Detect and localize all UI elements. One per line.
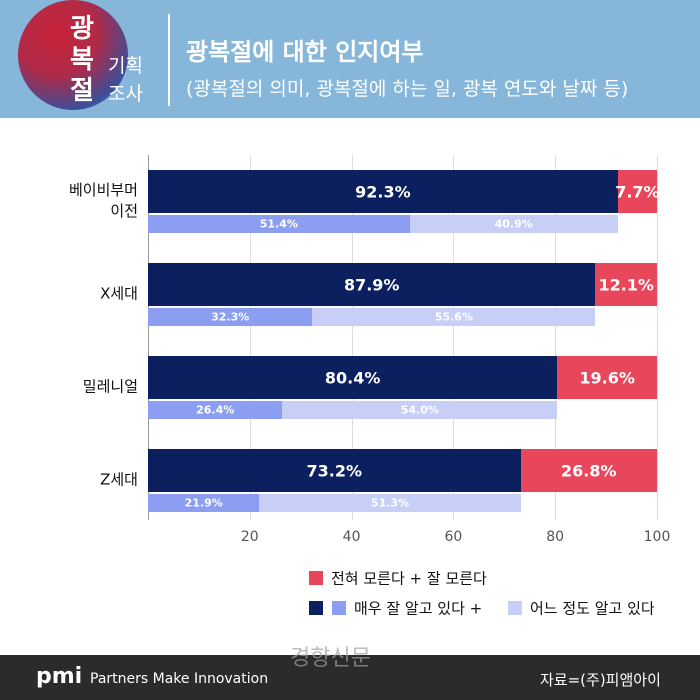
value-label: 51.3% xyxy=(370,496,410,510)
value-label: 12.1% xyxy=(598,275,654,294)
legend-label: 전혀 모른다 + 잘 모른다 xyxy=(331,569,487,588)
legend-label: 매우 잘 알고 있다 + xyxy=(354,599,483,618)
tagline: Partners Make Innovation xyxy=(90,671,269,687)
chart-subtitle: (광복절의 의미, 광복절에 하는 일, 광복 연도와 날짜 등) xyxy=(186,78,629,100)
x-tick-label: 80 xyxy=(546,529,565,545)
legend-swatch xyxy=(309,571,323,585)
y-tick-label: 베이비부머 이전 xyxy=(68,181,138,220)
source: 자료=(주)피앰아이 xyxy=(540,671,661,689)
y-tick-label: X세대 xyxy=(100,284,138,303)
y-tick-label: 밀레니얼 xyxy=(82,377,138,396)
bar-segment xyxy=(617,170,657,213)
bar-segment xyxy=(148,263,596,306)
value-label: 54.0% xyxy=(400,403,439,417)
bar-segment xyxy=(148,356,558,399)
value-label: 32.3% xyxy=(211,310,250,324)
grid-line xyxy=(249,155,251,520)
x-tick-label: 20 xyxy=(240,529,259,545)
bar-segment xyxy=(148,215,410,233)
chart-title: 광복절에 대한 인지여부 xyxy=(186,38,424,66)
bar-segment xyxy=(148,401,283,419)
value-label: 7.7% xyxy=(615,182,660,201)
logo: pmi xyxy=(36,664,83,689)
value-label: 21.9% xyxy=(184,496,223,510)
bar-segment xyxy=(148,308,313,326)
grid-line xyxy=(657,155,658,520)
kicker: 기획 조사 xyxy=(108,52,143,108)
x-tick-label: 60 xyxy=(444,529,463,545)
value-label: 51.4% xyxy=(259,217,298,231)
bar-segment xyxy=(520,449,657,492)
bar-segment xyxy=(148,494,260,512)
x-tick-label: 40 xyxy=(342,529,361,545)
value-label: 19.6% xyxy=(579,368,635,387)
kicker-line: 기획 xyxy=(108,55,143,77)
bar-segment xyxy=(148,449,521,492)
value-label: 87.9% xyxy=(343,275,400,294)
divider xyxy=(168,14,170,106)
badge-char: 복 xyxy=(70,45,94,75)
legend-swatch xyxy=(508,601,522,615)
legend-swatch xyxy=(309,601,323,615)
y-tick-label: Z세대 xyxy=(100,470,138,489)
value-label: 80.4% xyxy=(324,368,381,387)
value-label: 73.2% xyxy=(306,461,363,480)
watermark: 경향신문 xyxy=(290,646,371,671)
badge-char: 광 xyxy=(70,14,94,44)
badge-circle xyxy=(18,0,128,110)
x-tick-label: 100 xyxy=(643,529,671,545)
value-label: 26.8% xyxy=(561,461,617,480)
grid-line xyxy=(453,155,455,520)
axis-line xyxy=(148,155,149,520)
value-label: 40.9% xyxy=(494,217,533,231)
value-label: 55.6% xyxy=(434,310,473,324)
grid-line xyxy=(351,155,353,520)
kicker-line: 조사 xyxy=(108,83,143,105)
bar-segment xyxy=(259,494,521,512)
bar-segment xyxy=(282,401,558,419)
legend-label: 어느 정도 알고 있다 xyxy=(530,599,655,618)
bar-segment xyxy=(557,356,657,399)
bar-segment xyxy=(409,215,618,233)
footer xyxy=(0,655,700,700)
bar-segment xyxy=(148,170,618,213)
legend-swatch xyxy=(332,601,346,615)
badge: 광 복 절 xyxy=(70,14,94,107)
value-label: 26.4% xyxy=(196,403,235,417)
bar-segment xyxy=(595,263,657,306)
bar-segment xyxy=(312,308,596,326)
value-label: 92.3% xyxy=(355,182,411,201)
grid-line xyxy=(555,155,557,520)
badge-char: 절 xyxy=(70,76,94,106)
